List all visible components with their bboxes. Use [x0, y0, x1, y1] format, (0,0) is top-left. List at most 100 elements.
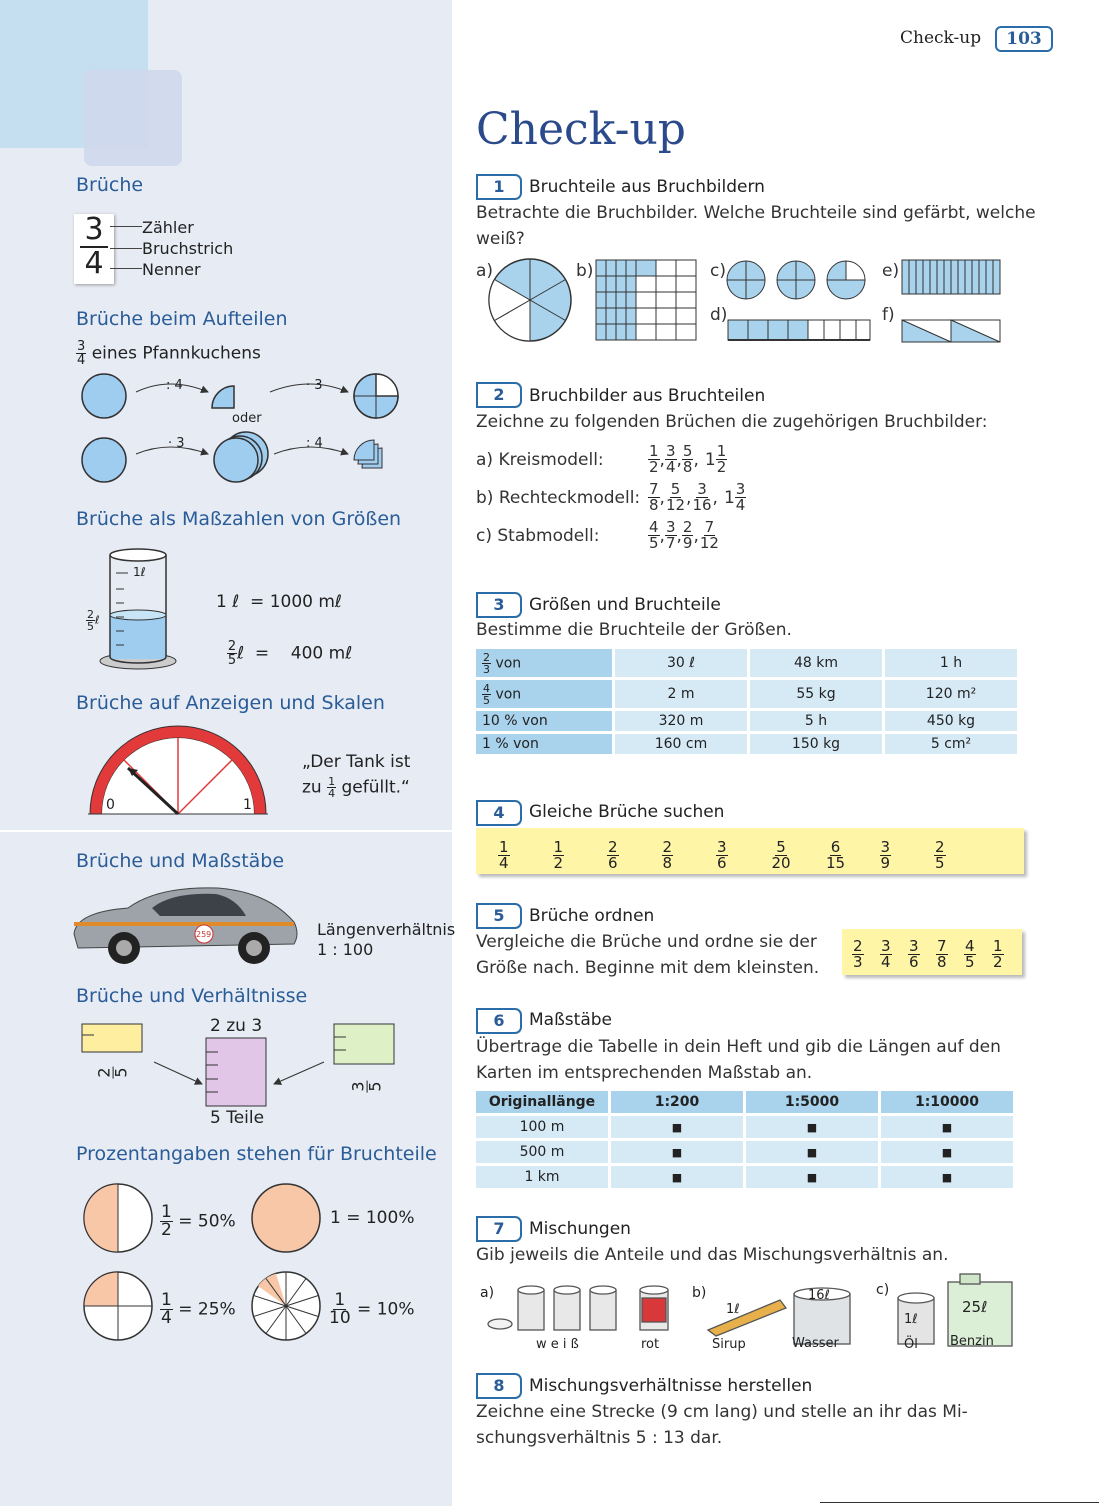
denominator: 8 [662, 854, 673, 872]
denominator: 2 [553, 854, 564, 872]
numerator: 3 [880, 937, 892, 955]
label-volume: 1ℓ [726, 1302, 740, 1317]
denominator: 5 [935, 854, 945, 872]
page-title: Check-up [476, 104, 686, 155]
task-number: 5 [476, 903, 522, 929]
comma: , [659, 487, 665, 508]
comma: , [676, 525, 682, 546]
fraction: 7 12 [699, 520, 720, 551]
gauge-one: 1 [243, 797, 252, 813]
fuel-gauge [88, 725, 268, 816]
comma: , [712, 487, 718, 508]
task-text: Übertrage die Tabelle in dein Heft und g… [476, 1037, 1001, 1083]
denominator: 2 [649, 458, 659, 476]
percent-tenth: 1 10 = 10% [329, 1290, 415, 1328]
table-cell: ■ [746, 1116, 878, 1138]
comma: , [676, 449, 682, 470]
task-number: 4 [476, 800, 522, 826]
task-text: Vergleiche die Brüche und ordne sie der … [476, 932, 820, 978]
cylinder-label: 1ℓ [133, 565, 146, 579]
task-title: Größen und Bruchteile [529, 595, 721, 615]
numerator: 7 [648, 480, 660, 498]
label-d: d) [710, 305, 728, 325]
denominator: 9 [682, 534, 693, 552]
label-red: rot [641, 1337, 660, 1352]
mixed-number: 1 [723, 487, 735, 508]
label-b: b) [576, 261, 594, 281]
task-number: 2 [476, 382, 522, 408]
fractions-box: 1 4 1 2 2 6 2 8 3 6 5 20 6 15 3 9 2 5 [476, 828, 1024, 874]
equation: 1 ℓ = 1000 mℓ [216, 592, 342, 612]
numerator: 2 [482, 650, 491, 664]
numerator: 5 [775, 838, 787, 856]
label-a: a) [480, 1285, 495, 1301]
denominator: 3 [483, 662, 490, 676]
table-cell: ■ [611, 1141, 743, 1163]
quote-line1: „Der Tank ist [302, 752, 411, 772]
denominator: 8 [937, 953, 947, 971]
ratio-diagram [81, 1023, 395, 1107]
numerator: 7 [936, 937, 948, 955]
table-cell: 55 kg [750, 680, 882, 708]
label-c: c) [710, 261, 726, 281]
task-title: Bruchteile aus Bruchbildern [529, 177, 765, 197]
task-number: 7 [476, 1216, 522, 1242]
gauge-zero: 0 [106, 797, 115, 813]
table: Originallänge 1:200 1:5000 1:10000 100 m ■ ■ ■ 5… [473, 1088, 1016, 1191]
divider [0, 830, 452, 832]
label-fraction-bar: Bruchstrich [142, 239, 234, 258]
denominator: 4 [665, 458, 676, 476]
row-label: a) Kreismodell: [476, 449, 604, 470]
ratio-label: Längenverhältnis [317, 920, 456, 939]
comma: , [659, 449, 665, 470]
denominator: 3 [853, 953, 863, 971]
denominator: 6 [608, 854, 618, 872]
numerator: 3 [879, 838, 892, 856]
numerator: 5 [669, 480, 682, 498]
task-number: 1 [476, 174, 522, 200]
numerator: 3 [664, 442, 677, 460]
measuring-cylinder [99, 548, 177, 670]
denominator: 7 [665, 534, 676, 552]
table-cell: ■ [746, 1166, 878, 1188]
task-text: Gib jeweils die Anteile und das Mischung… [476, 1245, 949, 1265]
comma: , [659, 525, 665, 546]
table-cell: ■ [881, 1141, 1013, 1163]
task-title: Mischungsverhältnisse herstellen [529, 1376, 813, 1396]
label-white: w e i ß [536, 1337, 579, 1352]
table-cell: ■ [881, 1166, 1013, 1188]
table-cell: 48 km [750, 649, 882, 677]
fraction: 6 15 [825, 840, 846, 871]
label-a: a) [476, 261, 494, 281]
label-volume: 16ℓ [808, 1288, 830, 1303]
ratio-text: 2 zu 3 [210, 1016, 263, 1036]
denominator: 9 [880, 854, 891, 872]
fraction-bar [80, 246, 108, 248]
table-cell: 450 kg [885, 711, 1017, 731]
task-title: Brüche ordnen [529, 906, 655, 926]
label-volume: 1ℓ [904, 1312, 918, 1327]
section-heading: Brüche auf Anzeigen und Skalen [76, 692, 385, 714]
numerator: 3 [664, 518, 677, 536]
mixtures-illustration [487, 1273, 1013, 1347]
denominator: 4 [881, 953, 891, 971]
denominator: 6 [717, 854, 727, 872]
fraction-card: 3 4 [74, 214, 114, 284]
label-oil: Öl [904, 1337, 918, 1352]
task2-row: c) Stabmodell: 4 5, 3 7, 2 9, 7 12 [476, 520, 720, 551]
op-label: · 3 [306, 378, 323, 393]
denominator: 5 [965, 953, 975, 971]
label-e: e) [882, 261, 900, 281]
scale-table: Originallänge 1:200 1:5000 1:10000 100 m ■ ■ ■ 5… [473, 1088, 1016, 1191]
